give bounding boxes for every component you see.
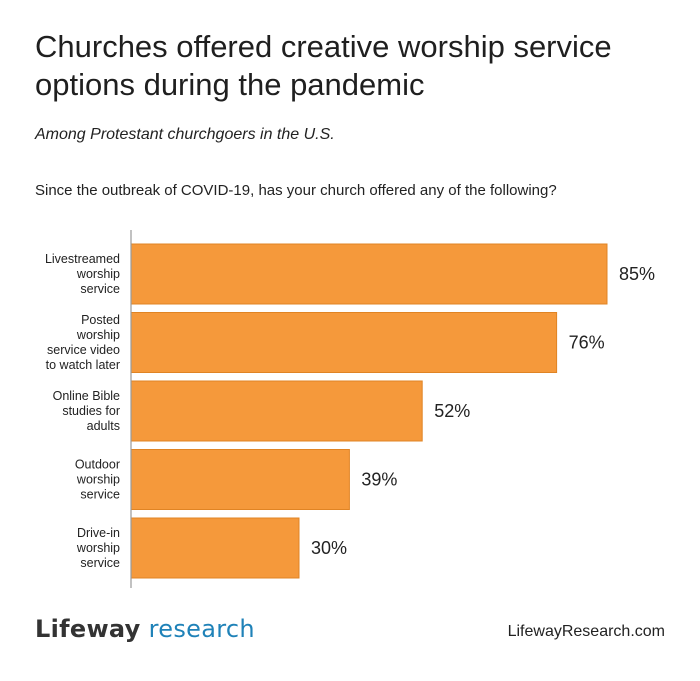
value-label: 76% [569, 333, 605, 353]
bar [130, 312, 558, 373]
category-label: Livestreamed worship service [45, 252, 120, 296]
category-label: Posted worship service video to watch later [46, 313, 120, 372]
bar-chart: 85% Livestreamed worship service 76% Posted wo… [45, 230, 655, 588]
bar [130, 517, 300, 579]
bar [130, 243, 608, 305]
category-label: Online Bible studies for adults [53, 389, 120, 433]
value-label: 52% [434, 401, 470, 421]
logo-research-text: research [148, 615, 255, 643]
category-label: Outdoor worship service [75, 458, 120, 502]
survey-question: Since the outbreak of COVID-19, has your… [35, 182, 557, 199]
website-url: LifewayResearch.com [507, 623, 665, 640]
lifeway-research-logo: Lifeway research [35, 615, 255, 643]
value-label: 85% [619, 264, 655, 284]
bar [130, 449, 350, 510]
logo-brand-text: Lifeway [35, 615, 141, 643]
chart-title: Churches offered creative worship servic… [35, 29, 612, 102]
chart-subtitle: Among Protestant churchgoers in the U.S. [35, 126, 335, 143]
category-label: Drive-in worship service [76, 526, 120, 570]
value-label: 39% [361, 470, 397, 490]
value-label: 30% [311, 538, 347, 558]
bar [130, 380, 423, 442]
